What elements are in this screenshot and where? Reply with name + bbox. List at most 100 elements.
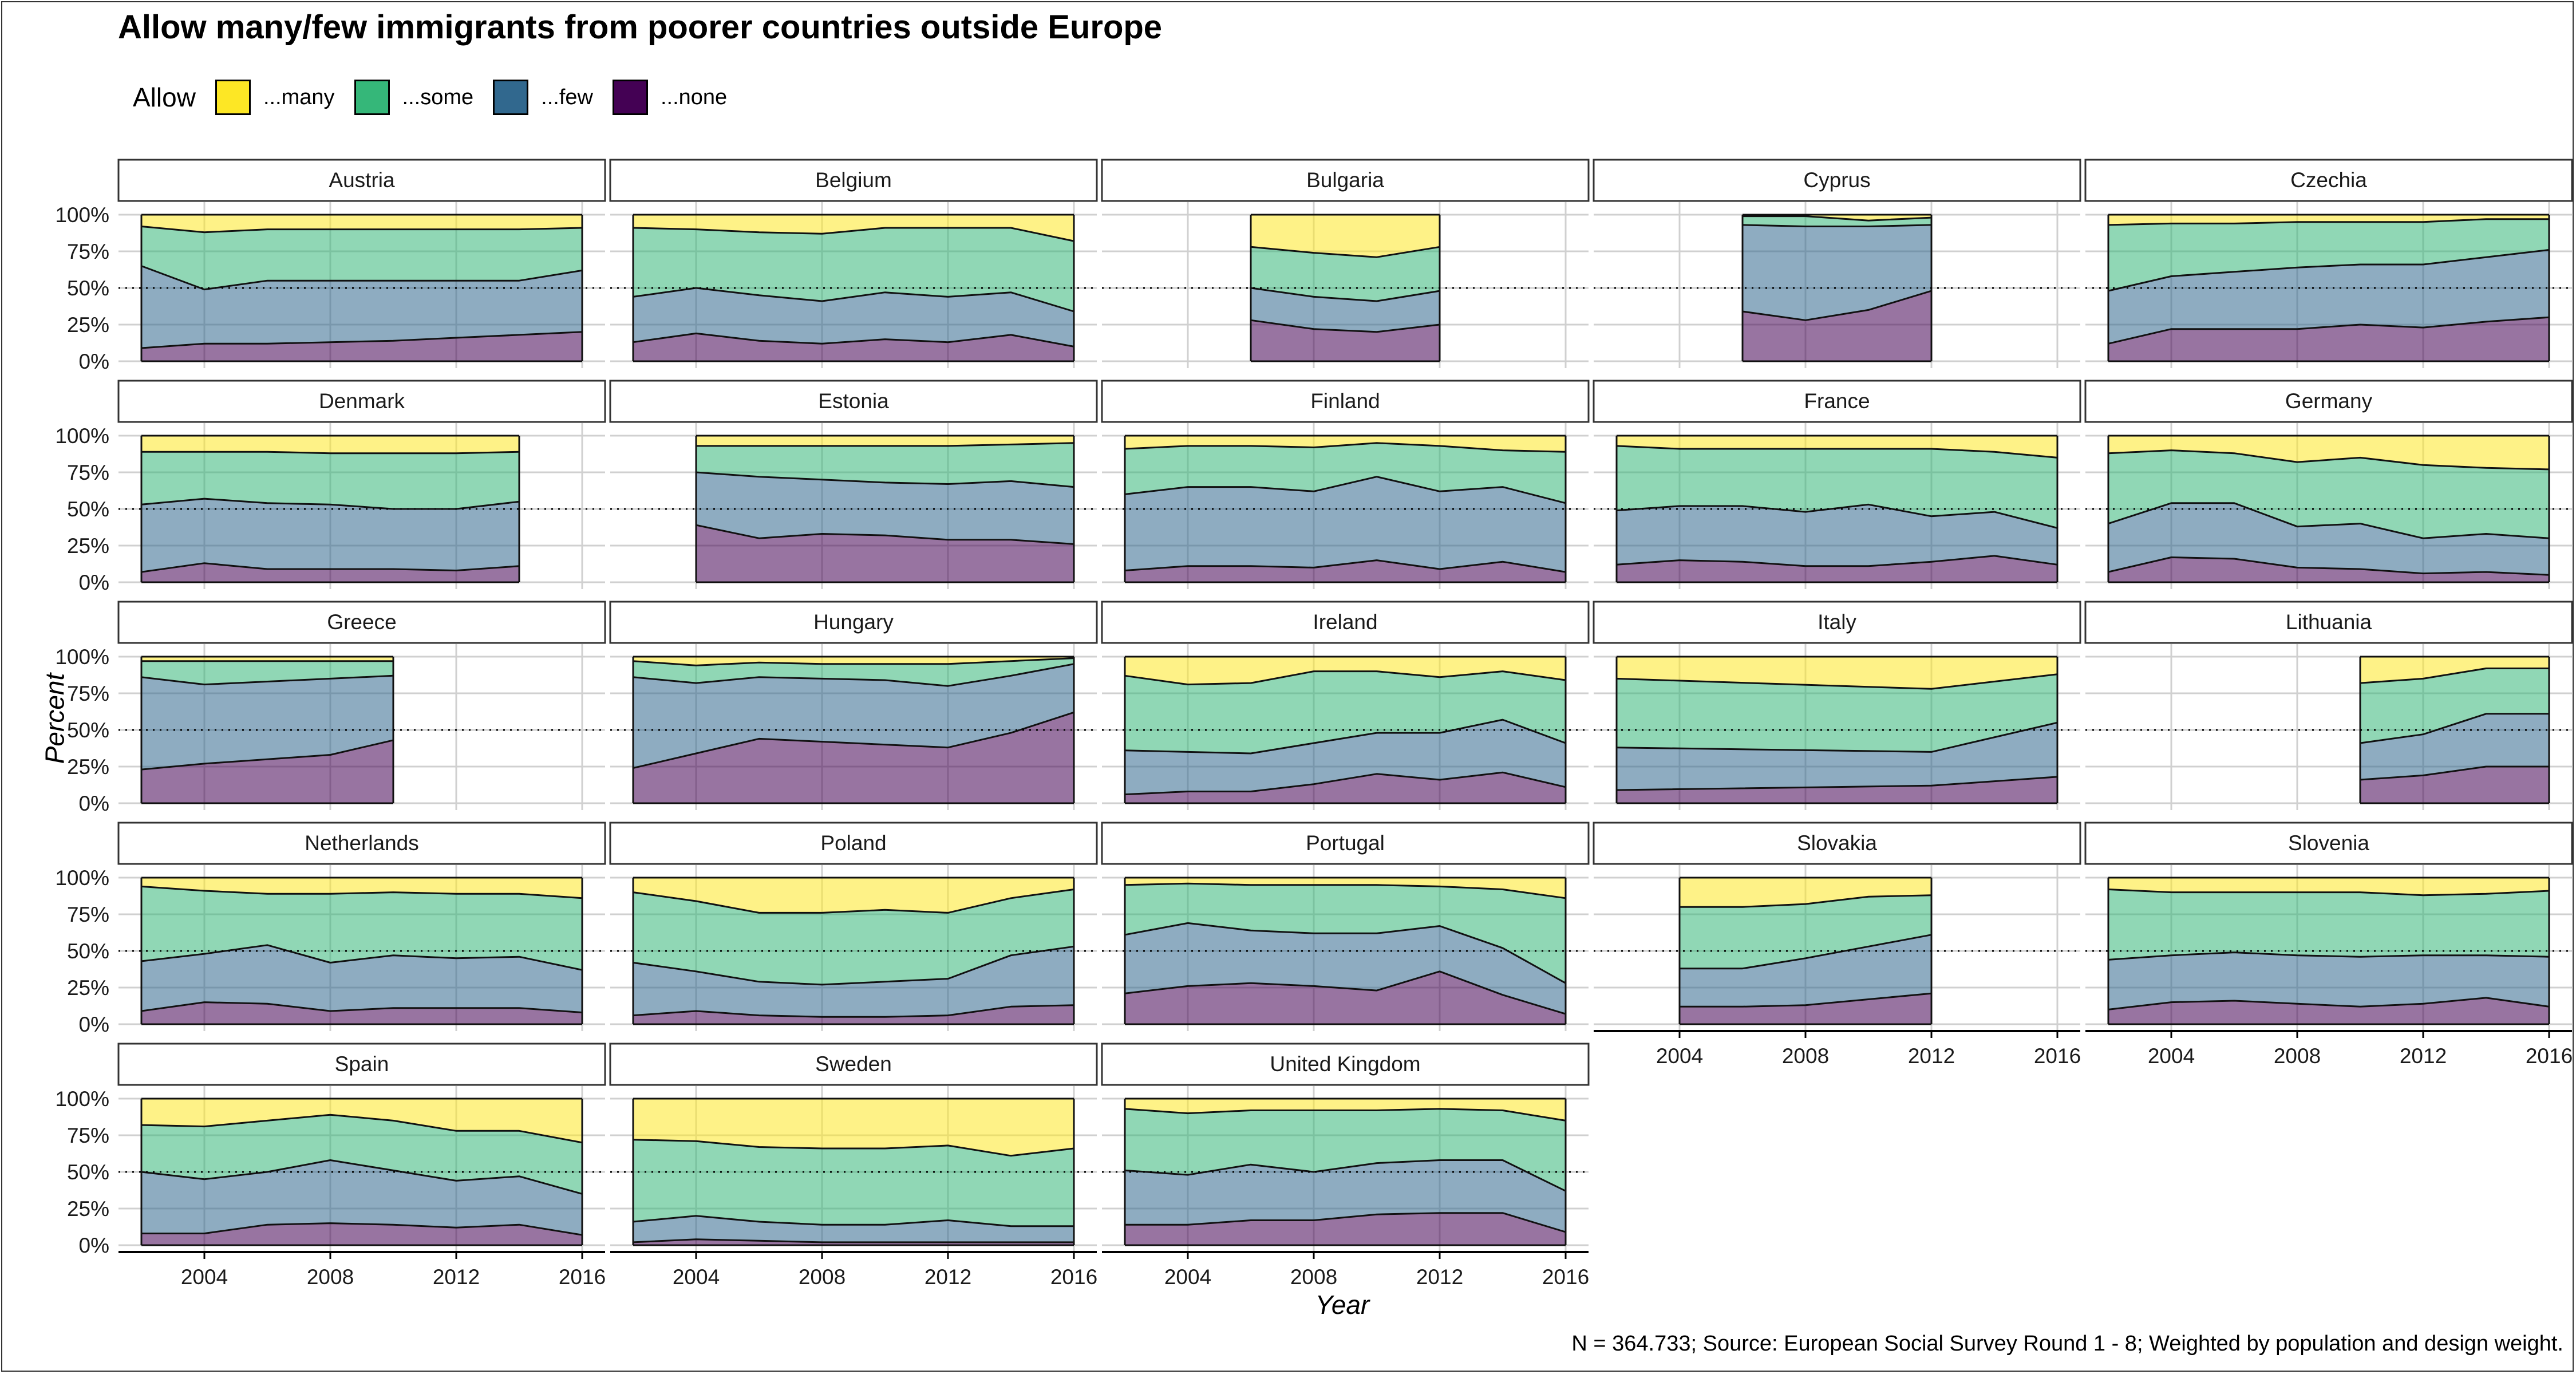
facet-label: France xyxy=(1804,389,1870,413)
y-tick-label: 50% xyxy=(67,939,109,963)
facet-strip xyxy=(1101,159,1590,202)
x-tick-label: 2004 xyxy=(1656,1044,1703,1068)
area-few xyxy=(141,945,582,1013)
boundary-few-none xyxy=(2108,997,2550,1010)
boundary-some-few xyxy=(1742,224,1932,227)
area-few xyxy=(1125,476,1566,572)
legend-swatch-none xyxy=(612,80,648,115)
y-tick-label: 75% xyxy=(67,1124,109,1147)
area-many xyxy=(141,436,519,453)
area-many xyxy=(1125,878,1566,898)
panel-lithuania: Lithuania xyxy=(2084,601,2573,810)
facet-strip xyxy=(609,159,1098,202)
facet-strip xyxy=(609,1043,1098,1086)
boundary-few-none xyxy=(1125,1212,1566,1233)
area-some xyxy=(141,886,582,970)
facet-strip xyxy=(117,159,606,202)
boundary-many-some xyxy=(1743,215,1932,222)
area-few xyxy=(141,499,519,572)
boundary-many-some xyxy=(1124,442,1566,453)
area-none xyxy=(2108,557,2549,582)
area-many xyxy=(1617,657,2057,689)
panel-denmark: Denmark 0% 25% 50% 75% 100% xyxy=(55,380,606,594)
boundary-many-some xyxy=(1616,673,2058,690)
area-few xyxy=(1125,720,1566,795)
boundary-many-some xyxy=(633,227,1074,242)
area-few xyxy=(1680,934,1931,1007)
area-many xyxy=(2108,878,2549,895)
legend-item-some: ...some xyxy=(354,80,474,115)
y-tick-label: 50% xyxy=(67,277,109,300)
area-many xyxy=(141,1099,582,1143)
y-tick-label: 50% xyxy=(67,718,109,742)
boundary-some-few xyxy=(2108,502,2550,539)
boundary-few-none xyxy=(633,332,1074,348)
area-few xyxy=(2360,713,2549,780)
boundary-few-none xyxy=(141,1001,583,1013)
area-none xyxy=(141,740,393,803)
boundary-some-few xyxy=(1616,503,2058,529)
area-many xyxy=(2108,436,2549,469)
area-few xyxy=(141,676,393,770)
boundary-many-some xyxy=(1124,1108,1566,1122)
y-tick-label: 0% xyxy=(79,571,109,594)
area-none xyxy=(1743,291,1931,361)
y-axis-title: Percent xyxy=(39,673,70,764)
area-some xyxy=(633,228,1074,311)
facet-label: Poland xyxy=(820,831,886,855)
y-tick-label: 25% xyxy=(67,313,109,337)
area-many xyxy=(141,657,393,661)
facet-label: Cyprus xyxy=(1803,168,1870,192)
caption: N = 364.733; Source: European Social Sur… xyxy=(1571,1332,2563,1356)
boundary-some-few xyxy=(1124,718,1566,755)
area-none xyxy=(141,331,582,361)
facet-label: Slovakia xyxy=(1797,831,1877,855)
boundary-many-some xyxy=(141,1114,583,1144)
y-tick-label: 75% xyxy=(67,240,109,263)
panel-hungary: Hungary xyxy=(609,601,1098,810)
panel-bulgaria: Bulgaria xyxy=(1101,159,1590,368)
boundary-many-some xyxy=(1250,246,1440,258)
legend-label-some: ...some xyxy=(402,85,474,109)
x-tick-label: 2016 xyxy=(2526,1044,2573,1068)
facet-label: Czechia xyxy=(2290,168,2367,192)
facet-label: Slovenia xyxy=(2288,831,2369,855)
area-few xyxy=(633,946,1074,1017)
boundary-many-some xyxy=(1616,445,2058,459)
facet-label: Bulgaria xyxy=(1306,168,1384,192)
legend-swatch-few xyxy=(493,80,529,115)
facet-strip xyxy=(117,601,606,644)
panel-sweden: Sweden 2004 2008 2012 2016 xyxy=(609,1043,1098,1289)
legend-swatch-many xyxy=(215,80,251,115)
panel-belgium: Belgium xyxy=(609,159,1098,368)
area-many xyxy=(633,1099,1074,1156)
area-many xyxy=(2360,657,2549,684)
boundary-some-few xyxy=(633,287,1074,313)
area-few xyxy=(1125,923,1566,1014)
x-tick-label: 2012 xyxy=(433,1265,480,1289)
boundary-some-few xyxy=(633,1215,1074,1227)
facet-label: Ireland xyxy=(1313,610,1377,634)
boundary-few-none xyxy=(1680,992,1932,1008)
boundary-some-few xyxy=(1124,922,1566,984)
y-tick-label: 0% xyxy=(79,1234,109,1257)
facet-strip xyxy=(1593,822,2081,865)
x-tick-label: 2016 xyxy=(2034,1044,2081,1068)
panel-netherlands: Netherlands 0% 25% 50% 75% 100% xyxy=(55,822,606,1036)
legend-swatch-some xyxy=(354,80,390,115)
legend: Allow ...many ...some ...few ...none xyxy=(133,74,746,120)
facet-label: Belgium xyxy=(815,168,892,192)
area-none xyxy=(1680,993,1931,1024)
boundary-many-some xyxy=(141,885,583,899)
facet-strip xyxy=(1593,601,2081,644)
boundary-few-none xyxy=(1124,970,1566,1015)
x-tick-label: 2004 xyxy=(1164,1265,1211,1289)
area-none xyxy=(696,525,1074,582)
boundary-some-few xyxy=(141,944,583,971)
legend-item-many: ...many xyxy=(215,80,335,115)
boundary-few-none xyxy=(2360,765,2549,781)
facet-label: Sweden xyxy=(815,1052,892,1076)
boundary-many-some xyxy=(2108,889,2550,897)
area-many xyxy=(696,436,1074,446)
